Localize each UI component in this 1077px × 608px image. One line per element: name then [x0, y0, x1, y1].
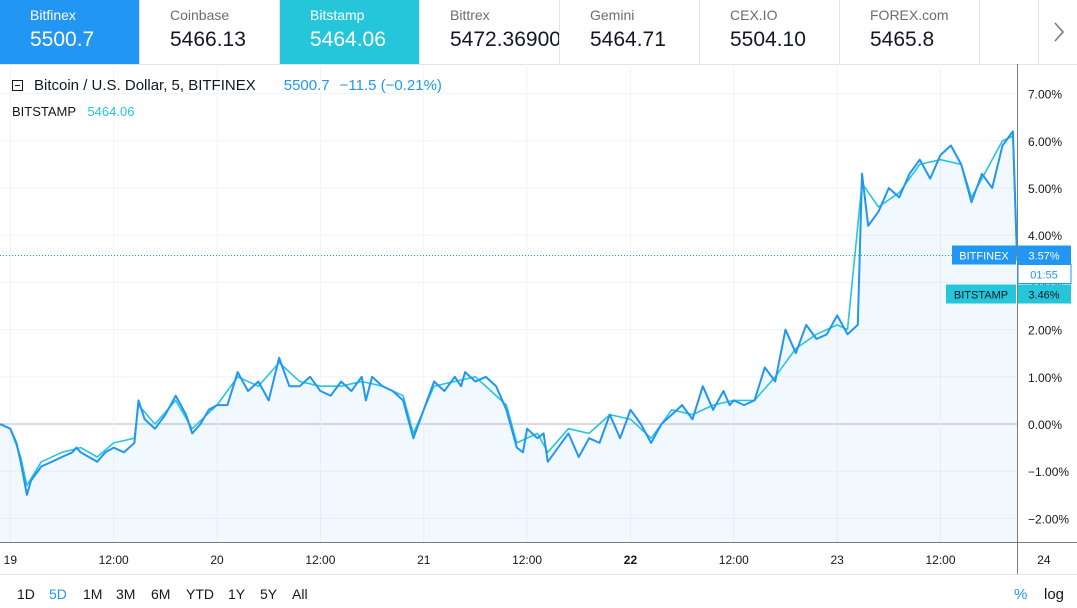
- range-all[interactable]: All: [292, 586, 308, 602]
- range-6m[interactable]: 6M: [151, 586, 171, 602]
- y-tick-label: 0.00%: [1028, 418, 1062, 432]
- chart-series: [0, 130, 1018, 542]
- percent-scale-button[interactable]: %: [1014, 586, 1028, 603]
- chart-legend: Bitcoin / U.S. Dollar, 5, BITFINEX 5500.…: [12, 77, 442, 94]
- y-tick-label: −2.00%: [1028, 512, 1069, 526]
- x-tick-label: 20: [210, 553, 224, 567]
- compare-legend: BITSTAMP 5464.06: [12, 104, 134, 119]
- tab-price: 5465.8: [870, 28, 935, 51]
- range-1m[interactable]: 1M: [83, 586, 103, 602]
- y-tick-label: 4.00%: [1028, 229, 1062, 243]
- collapse-legend-icon[interactable]: [12, 80, 23, 91]
- countdown-tag: [1017, 263, 1072, 284]
- x-tick-label: 12:00: [926, 553, 956, 567]
- chevron-right-icon: [1053, 22, 1064, 42]
- tab-gemini[interactable]: Gemini 5464.71: [560, 0, 700, 64]
- tab-bitstamp[interactable]: Bitstamp 5464.06: [280, 0, 420, 64]
- bitfinex-value-tag: [1018, 245, 1071, 265]
- next-tabs-button[interactable]: [1038, 0, 1077, 64]
- chart-grid: [0, 64, 1017, 542]
- log-scale-button[interactable]: log: [1044, 586, 1065, 603]
- range-1d[interactable]: 1D: [17, 586, 35, 602]
- range-5y[interactable]: 5Y: [260, 586, 278, 602]
- exchange-tabs: Bitfinex 5500.7 Coinbase 5466.13 Bitstam…: [0, 0, 1077, 65]
- range-1y[interactable]: 1Y: [228, 586, 246, 602]
- legend-change: −11.5 (−0.21%): [339, 77, 442, 94]
- range-3m[interactable]: 3M: [116, 586, 136, 602]
- y-tick-label: −1.00%: [1028, 465, 1069, 479]
- price-chart[interactable]: −2.00%−1.00%0.00%1.00%2.00%3.00%4.00%5.0…: [0, 64, 1077, 574]
- x-tick-label: 12:00: [305, 553, 335, 567]
- price-scale: −2.00%−1.00%0.00%1.00%2.00%3.00%4.00%5.0…: [1017, 64, 1069, 574]
- series-area-bitfinex: [0, 131, 1017, 542]
- tab-price: 5466.13: [170, 28, 246, 51]
- bitstamp-name-label: BITSTAMP: [954, 289, 1008, 301]
- tab-name: Bittrex: [450, 7, 490, 23]
- x-tick-label: 19: [4, 553, 18, 567]
- bitstamp-name-tag: [946, 284, 1016, 304]
- tab-cexio[interactable]: CEX.IO 5504.10: [700, 0, 840, 64]
- x-tick-label: 12:00: [719, 553, 749, 567]
- tab-price: 5472.36900000: [450, 28, 560, 51]
- tab-bittrex[interactable]: Bittrex 5472.36900000: [420, 0, 560, 64]
- legend-symbol: Bitcoin / U.S. Dollar, 5, BITFINEX: [34, 77, 256, 94]
- tab-name: CEX.IO: [730, 7, 778, 23]
- y-tick-label: 5.00%: [1028, 182, 1062, 196]
- series-line-bitfinex: [0, 130, 1018, 496]
- tab-name: Gemini: [590, 7, 635, 23]
- x-tick-label: 12:00: [99, 553, 129, 567]
- y-tick-label: 6.00%: [1028, 135, 1062, 149]
- compare-value: 5464.06: [87, 104, 135, 119]
- y-tick-label: 7.00%: [1028, 88, 1062, 102]
- bitfinex-value-label: 3.57%: [1028, 250, 1059, 262]
- bitfinex-name-label: BITFINEX: [959, 250, 1009, 262]
- y-tick-label: 1.00%: [1028, 371, 1062, 385]
- tab-forex[interactable]: FOREX.com 5465.8: [840, 0, 980, 64]
- bitstamp-value-label: 3.46%: [1028, 289, 1059, 301]
- countdown-label: 01:55: [1030, 269, 1058, 281]
- time-scale: 19 12:00 20 12:00 21 12:00 22 12:00 23 12:00 24: [0, 542, 1077, 567]
- tab-name: FOREX.com: [870, 7, 949, 23]
- tab-name: Bitfinex: [30, 7, 76, 23]
- x-tick-label: 12:00: [512, 553, 542, 567]
- last-value-markers: BITFINEX 3.57% 01:55 BITSTAMP 3.46%: [0, 245, 1072, 304]
- compare-symbol: BITSTAMP: [12, 104, 76, 119]
- range-ytd[interactable]: YTD: [186, 586, 214, 602]
- tab-price: 5464.06: [310, 28, 386, 51]
- bitstamp-value-tag: [1018, 284, 1071, 304]
- legend-last-value: 5500.7: [283, 77, 330, 94]
- tab-price: 5504.10: [730, 28, 806, 51]
- tab-bitfinex[interactable]: Bitfinex 5500.7: [0, 0, 140, 64]
- x-tick-label: 22: [624, 553, 638, 567]
- tab-coinbase[interactable]: Coinbase 5466.13: [140, 0, 280, 64]
- tab-name: Coinbase: [170, 7, 230, 23]
- y-tick-label: 2.00%: [1028, 324, 1062, 338]
- x-tick-label: 21: [417, 553, 431, 567]
- bitfinex-name-tag: [952, 245, 1016, 265]
- x-tick-label: 23: [830, 553, 844, 567]
- range-5d[interactable]: 5D: [49, 586, 67, 602]
- tab-price: 5500.7: [30, 28, 95, 51]
- tab-name: Bitstamp: [310, 7, 365, 23]
- tab-price: 5464.71: [590, 28, 666, 51]
- bottom-toolbar: 1D 5D 1M 3M 6M YTD 1Y 5Y All % log: [0, 574, 1077, 608]
- x-tick-label: 24: [1037, 553, 1051, 567]
